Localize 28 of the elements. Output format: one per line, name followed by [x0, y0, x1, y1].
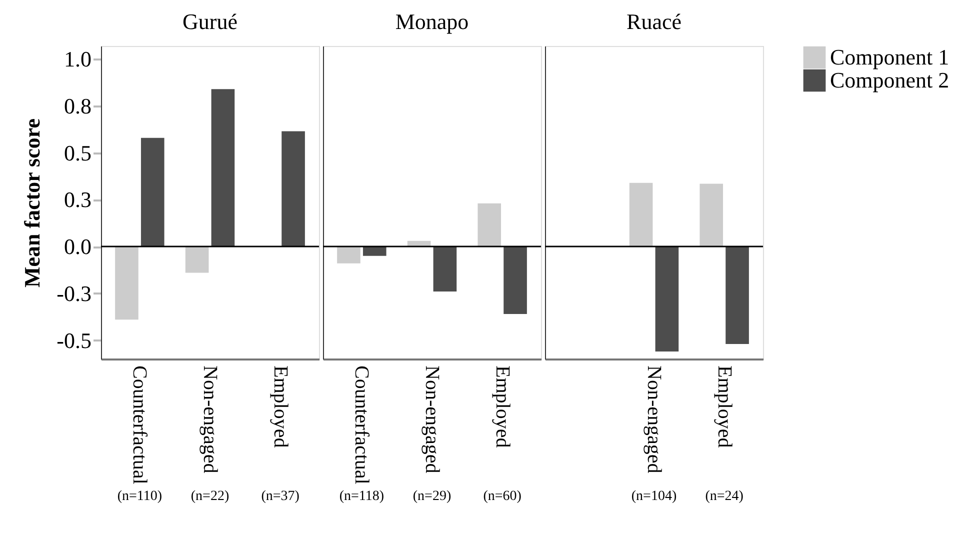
y-tick-label: -0.5: [56, 328, 92, 353]
text: (n=22): [190, 489, 230, 504]
text: (n=110): [117, 489, 162, 504]
y-tick-label: 1.0: [64, 46, 92, 72]
text: (n=104): [631, 489, 677, 504]
y-tick-label: 0.3: [64, 187, 92, 212]
x-tick-label: Non-engaged: [643, 366, 665, 474]
text: (n=118): [339, 489, 384, 504]
legend-label: Component 1: [830, 44, 950, 70]
x-tick-label: Non-engaged: [421, 366, 443, 474]
x-tick-label: Employed: [269, 366, 292, 448]
y-axis-title: Mean factor score: [20, 118, 45, 288]
x-tick-label: Counterfactual: [128, 366, 151, 485]
x-tick-label: Non-engaged: [199, 366, 221, 474]
chart-title: Gurué: [182, 9, 238, 34]
text: (n=24): [705, 489, 744, 504]
chart-title: Ruacé: [626, 9, 682, 34]
text: (n=37): [261, 489, 300, 504]
y-tick-label: -0.3: [56, 280, 92, 306]
text: (n=60): [483, 489, 522, 504]
text: (n=29): [412, 489, 452, 504]
x-tick-label: Employed: [491, 366, 514, 448]
chart-title: Monapo: [395, 9, 469, 34]
x-tick-label: Counterfactual: [350, 366, 373, 485]
y-tick-label: 0.8: [64, 93, 92, 118]
y-tick-label: 0.0: [64, 234, 92, 260]
x-tick-label: Employed: [713, 366, 736, 448]
y-tick-label: 0.5: [64, 140, 92, 166]
